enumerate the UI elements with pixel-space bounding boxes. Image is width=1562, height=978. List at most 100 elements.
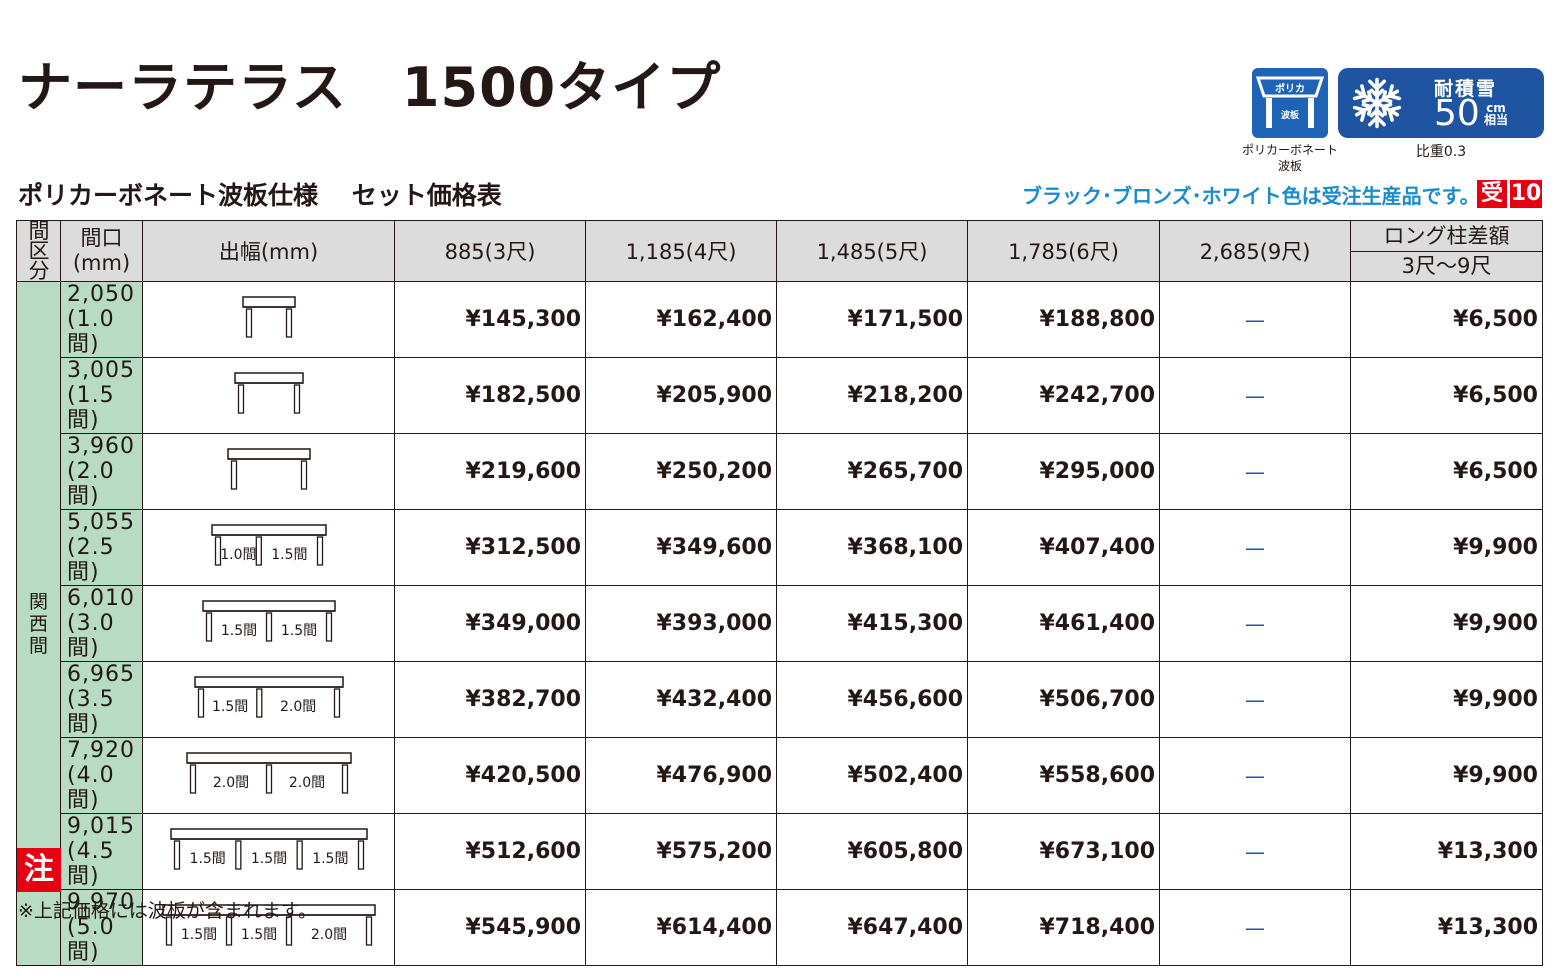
price-cell: ¥145,300 <box>394 281 586 358</box>
table-row: 3,005 (1.5間) ¥182,500 ¥205,900 ¥218,200 ¥242,… <box>17 357 1543 434</box>
price-cell: ¥171,500 <box>776 281 968 358</box>
price-cell: ¥242,700 <box>967 357 1160 434</box>
header-region: 間区分 <box>16 220 61 282</box>
svg-text:1.5間: 1.5間 <box>271 547 307 563</box>
price-table: 間区分 間口 (mm) 出幅(mm) 885(3尺) 1,185(4尺) 1,4… <box>16 220 1543 966</box>
price-cell: — <box>1159 737 1351 814</box>
price-cell: — <box>1159 585 1351 662</box>
svg-text:波板: 波板 <box>1281 109 1300 121</box>
table-row: 9,970 (5.0間) 1.5間 1.5間 2.0間 ¥545,900 ¥614,400 ¥… <box>17 889 1543 966</box>
long-post-cell: ¥13,300 <box>1350 889 1543 966</box>
table-row: 6,965 (3.5間) 1.5間 2.0間 ¥382,700 ¥432,400 ¥456,… <box>17 661 1543 738</box>
long-post-cell: ¥13,300 <box>1350 813 1543 890</box>
price-cell: ¥647,400 <box>776 889 968 966</box>
carport-frame-icon: 2.0間 2.0間 <box>182 751 356 801</box>
carport-frame-icon: 1.0間 1.5間 <box>207 523 331 573</box>
width-cell: 3,005 (1.5間) <box>60 357 143 434</box>
price-cell: ¥432,400 <box>585 661 777 738</box>
carport-roof-icon: ポリカ 波板 <box>1255 76 1325 128</box>
note-text: ※上記価格には波板が含まれます。 <box>18 900 318 922</box>
price-cell: ¥162,400 <box>585 281 777 358</box>
price-cell: — <box>1159 509 1351 586</box>
svg-text:2.0間: 2.0間 <box>280 699 316 715</box>
price-cell: ¥393,000 <box>585 585 777 662</box>
header-col-1185: 1,185(4尺) <box>585 220 777 282</box>
snow-specific-gravity: 比重0.3 <box>1415 144 1467 160</box>
svg-text:1.5間: 1.5間 <box>280 623 316 639</box>
frame-diagram <box>142 357 395 434</box>
price-cell: ¥605,800 <box>776 813 968 890</box>
page-title: ナーラテラス 1500タイプ <box>18 56 722 119</box>
price-cell: ¥575,200 <box>585 813 777 890</box>
price-cell: ¥506,700 <box>967 661 1160 738</box>
long-post-cell: ¥9,900 <box>1350 661 1543 738</box>
header-col-2685: 2,685(9尺) <box>1159 220 1351 282</box>
long-post-cell: ¥6,500 <box>1350 281 1543 358</box>
header-depth: 出幅(mm) <box>142 220 395 282</box>
order-tag: 受 <box>1477 180 1507 208</box>
price-cell: ¥295,000 <box>967 433 1160 510</box>
svg-text:1.5間: 1.5間 <box>240 927 276 943</box>
table-subtitle: ポリカーボネート波板仕様 セット価格表 <box>18 181 502 210</box>
header-col-885: 885(3尺) <box>394 220 586 282</box>
snow-load-unit: cm 相当 <box>1484 101 1509 127</box>
header-width: 間口 (mm) <box>60 220 143 282</box>
price-cell: ¥265,700 <box>776 433 968 510</box>
long-post-cell: ¥6,500 <box>1350 433 1543 510</box>
frame-diagram: 1.5間 1.5間 <box>142 585 395 662</box>
long-post-cell: ¥9,900 <box>1350 737 1543 814</box>
price-cell: ¥420,500 <box>394 737 586 814</box>
width-cell: 6,010 (3.0間) <box>60 585 143 662</box>
svg-text:2.0間: 2.0間 <box>310 927 346 943</box>
price-cell: ¥218,200 <box>776 357 968 434</box>
header-col-1785: 1,785(6尺) <box>967 220 1160 282</box>
width-cell: 6,965 (3.5間) <box>60 661 143 738</box>
price-cell: — <box>1159 357 1351 434</box>
price-cell: — <box>1159 433 1351 510</box>
snowflake-icon <box>1351 77 1403 129</box>
frame-diagram: 1.0間 1.5間 <box>142 509 395 586</box>
price-cell: ¥349,600 <box>585 509 777 586</box>
carport-frame-icon: 1.5間 1.5間 2.0間 <box>158 903 380 953</box>
svg-text:1.5間: 1.5間 <box>189 851 225 867</box>
frame-diagram <box>142 433 395 510</box>
price-cell: ¥558,600 <box>967 737 1160 814</box>
carport-frame-icon: 1.5間 1.5間 1.5間 <box>166 827 372 877</box>
price-cell: ¥456,600 <box>776 661 968 738</box>
svg-text:1.5間: 1.5間 <box>312 851 348 867</box>
width-cell: 9,015 (4.5間) <box>60 813 143 890</box>
width-cell: 5,055 (2.5間) <box>60 509 143 586</box>
frame-diagram: 1.5間 1.5間 1.5間 <box>142 813 395 890</box>
price-cell: ¥382,700 <box>394 661 586 738</box>
carport-frame-icon <box>223 447 315 497</box>
header-long-post: ロング柱差額 <box>1350 220 1543 252</box>
carport-frame-icon: 1.5間 2.0間 <box>190 675 348 725</box>
price-cell: ¥502,400 <box>776 737 968 814</box>
table-row: 関西間 2,050 (1.0間) ¥145,300 ¥162,400 ¥171,500 ¥1… <box>16 281 1543 966</box>
width-cell: 3,960 (2.0間) <box>60 433 143 510</box>
price-cell: ¥545,900 <box>394 889 586 966</box>
frame-diagram: 1.5間 2.0間 <box>142 661 395 738</box>
price-cell: ¥415,300 <box>776 585 968 662</box>
header-col-1485: 1,485(5尺) <box>776 220 968 282</box>
price-cell: — <box>1159 889 1351 966</box>
snow-load-value: 50 <box>1434 93 1480 134</box>
svg-text:2.0間: 2.0間 <box>212 775 248 791</box>
price-cell: ¥407,400 <box>967 509 1160 586</box>
long-post-cell: ¥9,900 <box>1350 509 1543 586</box>
price-cell: — <box>1159 661 1351 738</box>
made-to-order-notice: ブラック･ブロンズ･ホワイト色は受注生産品です。 <box>1022 184 1480 208</box>
table-row: 6,010 (3.0間) 1.5間 1.5間 ¥349,000 ¥393,000 ¥415,… <box>17 585 1543 662</box>
order-days-tag: 10 <box>1510 180 1542 208</box>
price-cell: ¥250,200 <box>585 433 777 510</box>
svg-text:1.5間: 1.5間 <box>212 699 248 715</box>
snow-load-badge: 耐積雪 50 cm 相当 <box>1338 68 1544 138</box>
carport-frame-icon: 1.5間 1.5間 <box>198 599 340 649</box>
width-cell: 2,050 (1.0間) <box>60 281 143 358</box>
polycarbonate-badge: ポリカ 波板 <box>1252 68 1328 138</box>
price-cell: ¥673,100 <box>967 813 1160 890</box>
price-cell: ¥476,900 <box>585 737 777 814</box>
svg-text:1.5間: 1.5間 <box>220 623 256 639</box>
price-cell: ¥512,600 <box>394 813 586 890</box>
header-long-post-range: 3尺～9尺 <box>1350 251 1543 282</box>
